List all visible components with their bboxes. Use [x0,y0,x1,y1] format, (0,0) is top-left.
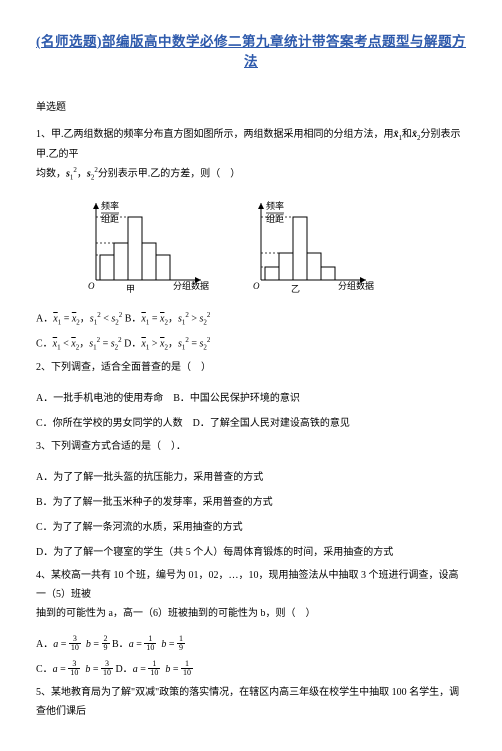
bottom-label: 甲 [126,284,135,294]
q1-options: A．x1 = x2，s12 < s22 B．x1 = x2，s12 > s22 … [36,307,466,356]
q3-optB: B．为了了解一批玉米种子的发芽率，采用普查的方式 [36,491,466,514]
q2-optC: C．你所在学校的男女同学的人数 [36,418,183,429]
charts-row: 频率 组距 O 甲 分组数据 频率 组距 O 乙 分组数据 [76,195,466,295]
ylabel-bot: 组距 [101,213,119,224]
page-title: (名师选题)部编版高中数学必修二第九章统计带答案考点题型与解题方法 [36,30,466,70]
x-label: 分组数据 [338,280,374,291]
q4-stem-2: 抽到的可能性为 a，高一（6）班被抽到的可能性为 b，则（ ） [36,608,315,619]
q3-optC: C．为了了解一条河流的水质，采用抽查的方式 [36,516,466,539]
section-label: 单选题 [36,98,466,113]
q3-options: A．为了了解一批头盔的抗压能力，采用普查的方式 B．为了了解一批玉米种子的发芽率… [36,466,466,564]
page-root: (名师选题)部编版高中数学必修二第九章统计带答案考点题型与解题方法 单选题 1、… [0,0,502,751]
origin: O [253,281,260,291]
fB-bd: 9 [177,644,185,652]
x-label: 分组数据 [173,280,209,291]
q2-options: A．一批手机电池的使用寿命 B．中国公民保护环境的意识 C．你所在学校的男女同学… [36,387,466,435]
q2-optB: B．中国公民保护环境的意识 [173,393,300,404]
bottom-label: 乙 [291,284,300,294]
fB-ad: 10 [144,644,156,652]
ylabel-top: 频率 [101,200,119,211]
chart-jia: 频率 组距 O 甲 分组数据 [76,195,211,295]
q2-stem: 2、下列调查，适合全面普查的是（ ） [36,358,466,377]
fC-bd: 10 [101,669,113,677]
fD-ad: 10 [148,669,160,677]
origin: O [88,281,95,291]
fD-bd: 10 [181,669,193,677]
q5-stem: 5、某地教育局为了解"双减"政策的落实情况，在辖区内高三年级在校学生中抽取 10… [36,683,466,721]
q3-stem: 3、下列调查方式合适的是（ ）． [36,437,466,456]
ylabel-top: 频率 [266,200,284,211]
q3-optA: A．为了了解一批头盔的抗压能力，采用普查的方式 [36,466,466,489]
q3-optD: D．为了了解一个寝室的学生（共 5 个人）每周体育锻炼的时间，采用抽查的方式 [36,541,466,564]
chart-yi: 频率 组距 O 乙 分组数据 [241,195,376,295]
q2-optD: D．了解全国人民对建设高铁的意见 [193,418,350,429]
q2-optA: A．一批手机电池的使用寿命 [36,393,163,404]
q4-stem: 4、某校高一共有 10 个班，编号为 01，02，…，10，现用抽签法从中抽取 … [36,566,466,623]
q4-options: A．a = 310 b = 29 B．a = 110 b = 19 C．a = … [36,633,466,681]
fA-bd: 9 [102,644,110,652]
q4-stem-1: 4、某校高一共有 10 个班，编号为 01，02，…，10，现用抽签法从中抽取 … [36,570,459,600]
ylabel-bot: 组距 [266,213,284,224]
fC-ad: 10 [68,669,80,677]
fA-ad: 10 [69,644,81,652]
q1-stem: 1、甲.乙两组数据的频率分布直方图如图所示，两组数据采用相同的分组方法，用x̄1… [36,125,466,185]
